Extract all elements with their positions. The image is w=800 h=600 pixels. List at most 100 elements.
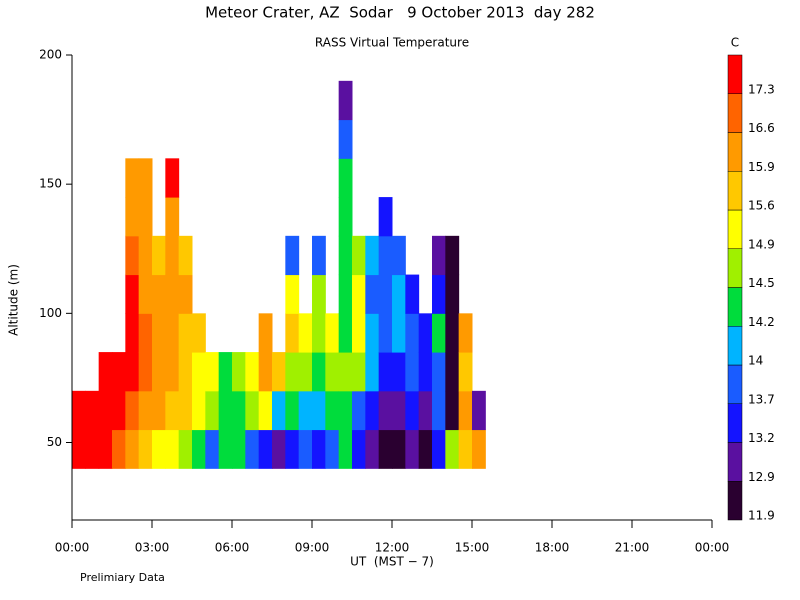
heatmap-cell (258, 429, 273, 469)
colorbar-band (727, 171, 743, 211)
heatmap-cell (338, 274, 353, 314)
heatmap-cell (178, 274, 193, 314)
x-tick-label: 09:00 (295, 541, 330, 555)
heatmap-cell (85, 429, 100, 469)
heatmap-cell (392, 429, 406, 469)
heatmap-cell (232, 429, 246, 469)
heatmap-cell (405, 352, 420, 392)
heatmap-cell (245, 352, 260, 392)
heatmap-cell (458, 390, 473, 431)
colorbar-tick-label: 14.5 (748, 276, 775, 290)
heatmap-cell (165, 313, 180, 353)
heatmap-cell (378, 390, 393, 431)
heatmap-cell (432, 313, 446, 353)
heatmap-cell (418, 390, 433, 431)
heatmap-cell (338, 313, 353, 353)
heatmap-cell (125, 429, 140, 469)
colorbar-band (727, 403, 743, 443)
heatmap-cell (165, 390, 180, 431)
heatmap-cell (165, 352, 180, 392)
heatmap-cell (405, 390, 420, 431)
heatmap-cell (365, 390, 380, 431)
heatmap-cell (72, 390, 86, 431)
heatmap-cell (152, 313, 166, 353)
x-tick-label: 12:00 (375, 541, 410, 555)
heatmap-cell (98, 429, 113, 469)
heatmap-cell (352, 274, 366, 314)
heatmap (72, 80, 486, 469)
heatmap-cell (85, 390, 100, 431)
heatmap-cell (125, 197, 140, 237)
heatmap-cell (298, 390, 313, 431)
heatmap-cell (272, 390, 286, 431)
x-tick-label: 00:00 (695, 541, 730, 555)
heatmap-cell (378, 197, 393, 237)
heatmap-cell (125, 313, 140, 353)
heatmap-cell (125, 158, 140, 198)
heatmap-cell (125, 235, 140, 276)
heatmap-cell (112, 352, 126, 392)
heatmap-cell (165, 235, 180, 276)
heatmap-cell (338, 235, 353, 276)
x-tick-label: 18:00 (535, 541, 570, 555)
heatmap-cell (445, 429, 460, 469)
heatmap-cell (125, 274, 140, 314)
heatmap-cell (125, 390, 140, 431)
colorbar-tick-label: 14.9 (748, 237, 775, 251)
heatmap-cell (112, 390, 126, 431)
heatmap-cell (138, 158, 153, 198)
heatmap-cell (352, 235, 366, 276)
heatmap-cell (112, 429, 126, 469)
heatmap-cell (365, 313, 380, 353)
y-tick-label: 50 (47, 435, 62, 449)
heatmap-cell (338, 390, 353, 431)
colorbar-tick-label: 13.2 (748, 431, 775, 445)
colorbar-band (727, 132, 743, 172)
heatmap-cell (245, 429, 260, 469)
colorbar-tick-label: 14.2 (748, 315, 775, 329)
heatmap-cell (178, 235, 193, 276)
heatmap-cell (432, 352, 446, 392)
heatmap-cell (152, 429, 166, 469)
colorbar-band (727, 287, 743, 327)
heatmap-cell (285, 274, 300, 314)
heatmap-cell (98, 352, 113, 392)
colorbar-tick-label: 13.7 (748, 392, 775, 406)
heatmap-cell (98, 390, 113, 431)
heatmap-cell (205, 429, 220, 469)
heatmap-cell (338, 119, 353, 159)
heatmap-cell (232, 352, 246, 392)
heatmap-cell (312, 390, 326, 431)
heatmap-cell (218, 390, 233, 431)
heatmap-cell (432, 429, 446, 469)
y-axis-label: Altitude (m) (7, 264, 21, 336)
y-tick-label: 100 (39, 306, 62, 320)
heatmap-cell (192, 313, 206, 353)
heatmap-cell (445, 235, 460, 276)
heatmap-cell (272, 352, 286, 392)
heatmap-cell (418, 429, 433, 469)
heatmap-cell (138, 390, 153, 431)
heatmap-cell (312, 313, 326, 353)
heatmap-cell (338, 80, 353, 121)
x-tick-label: 21:00 (615, 541, 650, 555)
heatmap-cell (285, 313, 300, 353)
heatmap-cell (312, 235, 326, 276)
heatmap-cell (138, 429, 153, 469)
heatmap-cell (218, 429, 233, 469)
heatmap-cell (205, 352, 220, 392)
heatmap-cell (285, 352, 300, 392)
heatmap-cell (352, 352, 366, 392)
x-axis-label: UT (MST − 7) (350, 555, 434, 569)
heatmap-cell (365, 352, 380, 392)
heatmap-cell (152, 274, 166, 314)
heatmap-cell (432, 274, 446, 314)
heatmap-cell (192, 352, 206, 392)
chart-subtitle: RASS Virtual Temperature (315, 36, 469, 50)
heatmap-cell (178, 390, 193, 431)
heatmap-cell (445, 274, 460, 314)
heatmap-cell (178, 352, 193, 392)
heatmap-cell (258, 352, 273, 392)
colorbar-band (727, 93, 743, 133)
heatmap-cell (405, 429, 420, 469)
